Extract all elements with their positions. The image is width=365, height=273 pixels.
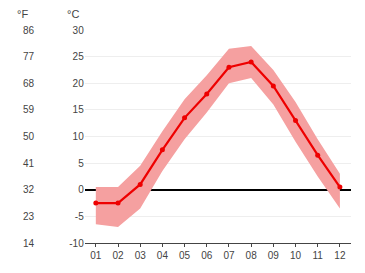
svg-text:04: 04 [157, 250, 169, 261]
svg-text:-5: -5 [75, 211, 84, 222]
svg-text:06: 06 [201, 250, 213, 261]
svg-text:20: 20 [73, 78, 85, 89]
svg-text:05: 05 [179, 250, 191, 261]
svg-text:07: 07 [223, 250, 235, 261]
svg-text:0: 0 [78, 184, 84, 195]
svg-text:23: 23 [23, 211, 35, 222]
svg-text:-10: -10 [69, 238, 84, 249]
svg-text:12: 12 [334, 250, 346, 261]
svg-text:32: 32 [23, 184, 35, 195]
svg-text:14: 14 [23, 238, 35, 249]
svg-text:01: 01 [90, 250, 102, 261]
svg-text:03: 03 [135, 250, 147, 261]
svg-text:10: 10 [290, 250, 302, 261]
svg-text:86: 86 [23, 25, 35, 36]
svg-text:10: 10 [73, 131, 85, 142]
svg-text:25: 25 [73, 51, 85, 62]
svg-text:09: 09 [268, 250, 280, 261]
svg-text:°F: °F [17, 8, 28, 20]
svg-text:68: 68 [23, 78, 35, 89]
svg-text:41: 41 [23, 158, 35, 169]
svg-text:15: 15 [73, 104, 85, 115]
svg-text:59: 59 [23, 104, 35, 115]
svg-text:°C: °C [67, 8, 79, 20]
svg-text:5: 5 [78, 158, 84, 169]
svg-text:08: 08 [246, 250, 258, 261]
svg-text:30: 30 [73, 25, 85, 36]
svg-text:02: 02 [112, 250, 124, 261]
svg-text:50: 50 [23, 131, 35, 142]
svg-text:77: 77 [23, 51, 35, 62]
svg-text:11: 11 [313, 250, 324, 261]
